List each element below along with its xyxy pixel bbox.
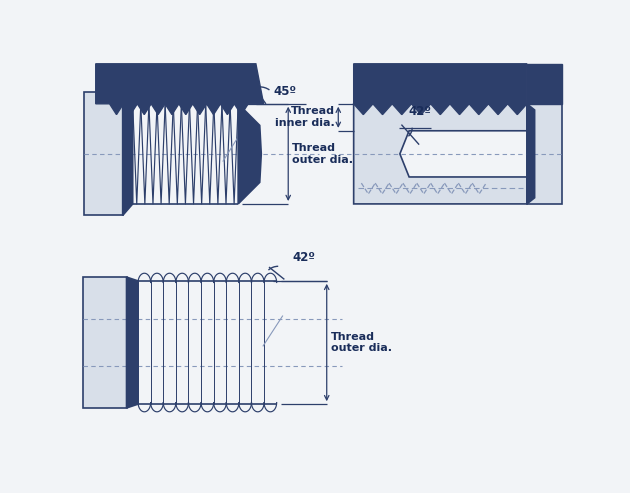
Polygon shape	[353, 104, 527, 204]
Polygon shape	[83, 277, 127, 408]
Polygon shape	[96, 64, 263, 114]
Polygon shape	[238, 104, 261, 204]
Text: Thread
outer dia.: Thread outer dia.	[331, 332, 392, 353]
Polygon shape	[84, 92, 123, 215]
Text: 42º: 42º	[408, 106, 431, 118]
Text: Thread
outer dia.: Thread outer dia.	[292, 143, 353, 165]
Polygon shape	[353, 64, 527, 114]
Text: 45º: 45º	[273, 85, 297, 98]
Text: Thread
inner dia.: Thread inner dia.	[275, 106, 335, 128]
Polygon shape	[527, 104, 561, 204]
Text: 42º: 42º	[292, 251, 315, 264]
Polygon shape	[123, 92, 133, 215]
Polygon shape	[527, 104, 535, 204]
Polygon shape	[127, 277, 138, 408]
Polygon shape	[527, 64, 561, 104]
